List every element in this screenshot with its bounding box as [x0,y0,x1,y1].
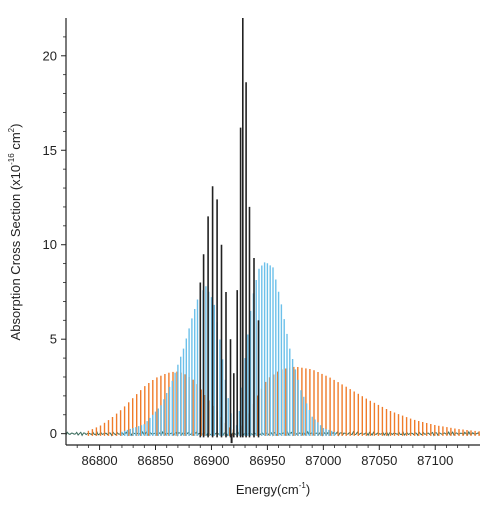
series-2-peaks [199,18,260,444]
axes: 86800 86850 86900 86950 87000 87050 87100 0 5 10… [43,18,480,468]
x-ticks: 86800 86850 86900 86950 87000 87050 87100 [76,445,470,468]
x-tick-label: 86900 [193,453,229,468]
x-tick-label: 87000 [305,453,341,468]
plot-area [65,18,481,444]
x-tick-label: 86800 [81,453,117,468]
x-tick-label: 86950 [249,453,285,468]
y-tick-label: 0 [50,426,57,441]
y-tick-label: 10 [43,237,57,252]
x-tick-label: 86850 [137,453,173,468]
series-1-lines [121,262,336,436]
y-tick-label: 5 [50,332,57,347]
y-axis-title: Absorption Cross Section (x10-16 cm2) [7,124,23,341]
y-tick-label: 20 [43,48,57,63]
x-tick-label: 87100 [417,453,453,468]
y-ticks: 0 5 10 15 20 [43,36,66,441]
x-axis-title: Energy(cm-1) [236,481,310,497]
x-tick-label: 87050 [361,453,397,468]
y-tick-label: 15 [43,143,57,158]
